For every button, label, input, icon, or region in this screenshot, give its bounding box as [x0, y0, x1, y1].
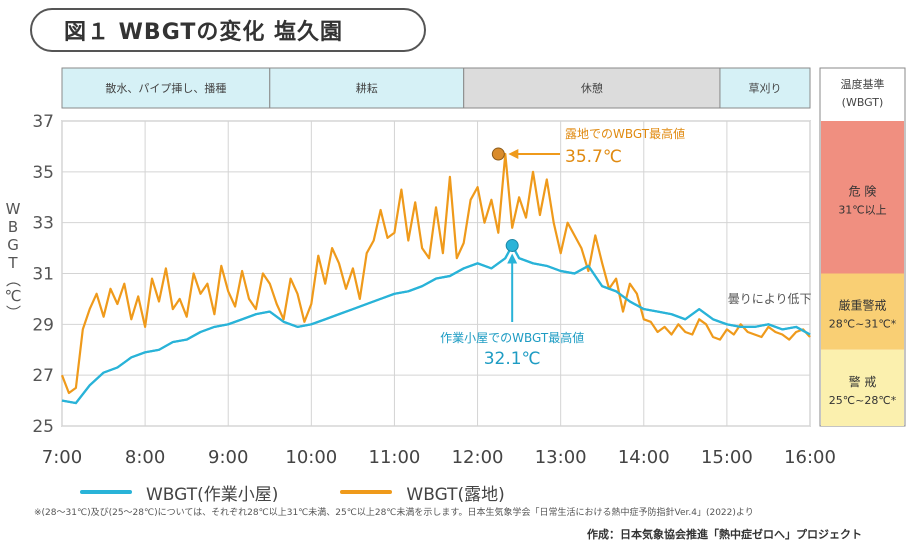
- x-tick-label: 7:00: [42, 447, 82, 468]
- legend-swatch-field: [340, 490, 393, 494]
- y-tick-label: 25: [32, 417, 54, 437]
- cloud-note: 曇りにより低下: [728, 292, 812, 306]
- series-lines: [60, 152, 811, 405]
- criteria-band-range: 25℃~28℃*: [829, 394, 897, 407]
- activity-bar: 散水、パイプ挿し、播種 耕耘 休憩 草刈り: [61, 67, 811, 109]
- criteria-band-range: 28℃~31℃*: [829, 318, 897, 331]
- footnote: ※(28～31℃)及び(25～28℃)については、それぞれ28℃以上31℃未満、…: [34, 508, 754, 518]
- activity-label: 耕耘: [356, 81, 378, 95]
- x-tick-labels: 7:00 8:00 9:00 10:00 11:00 12:00 13:00 14:00 15:…: [42, 447, 836, 468]
- x-tick-label: 9:00: [208, 447, 248, 468]
- field-max-value: 35.7℃: [565, 147, 622, 167]
- wbgt-chart: 散水、パイプ挿し、播種 耕耘 休憩 草刈り 25 27 29 31 33 35 37 7:00 8:…: [32, 67, 906, 468]
- criteria-band-range: 31℃以上: [838, 203, 886, 216]
- legend-label-shed: WBGT(作業小屋): [146, 484, 279, 505]
- legend-swatch-shed: [80, 490, 132, 494]
- shed-max-marker: [505, 239, 519, 253]
- x-tick-label: 8:00: [125, 447, 165, 468]
- x-tick-label: 11:00: [369, 447, 421, 468]
- field-max-arrowhead: [508, 149, 519, 160]
- activity-label: 草刈り: [748, 82, 781, 95]
- y-tick-label: 27: [32, 366, 54, 386]
- criteria-band-label: 警 戒: [849, 374, 877, 389]
- criteria-band: [821, 121, 904, 274]
- y-tick-label: 29: [32, 315, 54, 335]
- legend-item-field: WBGT(露地): [340, 480, 505, 505]
- activity-segment: [61, 67, 271, 109]
- y-tick-label: 37: [32, 112, 54, 132]
- series-line-shed-top: [61, 244, 811, 405]
- field-max-marker: [491, 147, 505, 161]
- x-tick-label: 12:00: [452, 447, 504, 468]
- criteria-header-line1: 温度基準: [841, 77, 885, 91]
- activity-segment: [463, 67, 721, 109]
- criteria-band-label: 厳重警戒: [838, 298, 886, 313]
- annotations: 露地でのWBGT最高値 35.7℃ 作業小屋でのWBGT最高値 32.1℃ 曇りにより低…: [440, 126, 811, 369]
- shed-max-label: 作業小屋でのWBGT最高値: [440, 330, 584, 345]
- activity-label: 散水、パイプ挿し、播種: [105, 81, 226, 95]
- criteria-band: [821, 273, 904, 350]
- criteria-header-line2: (WBGT): [842, 96, 884, 109]
- y-tick-labels: 25 27 29 31 33 35 37: [32, 112, 54, 437]
- grid-lines: [61, 120, 811, 427]
- y-axis-label: WBGT（℃）: [4, 200, 22, 320]
- activity-segment: [719, 67, 811, 109]
- x-tick-label: 14:00: [618, 447, 670, 468]
- shed-max-value: 32.1℃: [484, 349, 541, 369]
- credit: 作成：日本気象協会推進「熱中症ゼロへ」プロジェクト: [587, 528, 862, 541]
- x-tick-label: 13:00: [535, 447, 587, 468]
- x-tick-label: 15:00: [701, 447, 753, 468]
- x-tick-label: 10:00: [285, 447, 337, 468]
- legend-label-field: WBGT(露地): [406, 484, 505, 505]
- criteria-band: [821, 349, 904, 426]
- legend: WBGT(作業小屋) WBGT(露地): [80, 478, 567, 506]
- y-tick-label: 31: [32, 265, 54, 285]
- y-tick-label: 33: [32, 214, 54, 234]
- chart-title: 図１ WBGTの変化 塩久園: [30, 8, 426, 52]
- activity-label: 休憩: [581, 81, 603, 95]
- shed-max-arrowhead: [507, 253, 518, 264]
- series-line-field: [60, 152, 811, 395]
- activity-segment: [269, 67, 465, 109]
- legend-item-shed: WBGT(作業小屋): [80, 480, 278, 505]
- y-tick-label: 35: [32, 163, 54, 183]
- field-max-label: 露地でのWBGT最高値: [565, 126, 685, 141]
- x-tick-label: 16:00: [784, 447, 836, 468]
- criteria-band-label: 危 険: [849, 184, 877, 198]
